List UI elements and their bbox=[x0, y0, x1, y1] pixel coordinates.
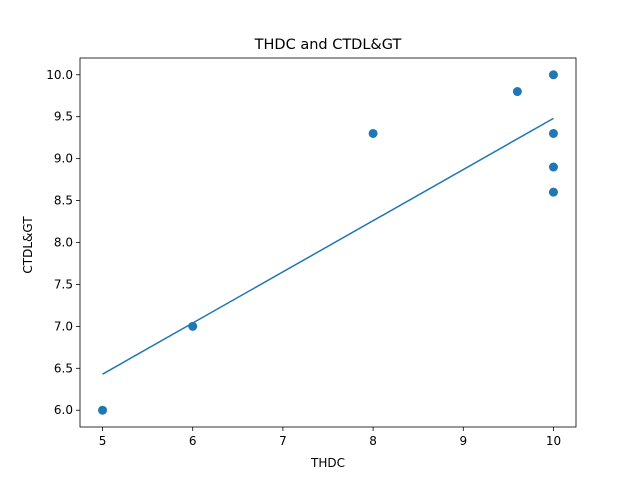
scatter-point-0 bbox=[98, 405, 108, 415]
scatter-point-6 bbox=[548, 162, 558, 172]
x-tick-label-3: 8 bbox=[369, 434, 377, 448]
x-axis-label: THDC bbox=[310, 456, 345, 470]
y-tick-label-8: 10.0 bbox=[46, 68, 73, 82]
scatter-point-2 bbox=[368, 128, 378, 138]
y-tick-label-7: 9.5 bbox=[54, 110, 73, 124]
y-tick-label-4: 8.0 bbox=[54, 236, 73, 250]
y-tick-label-0: 6.0 bbox=[54, 403, 73, 417]
chart-title: THDC and CTDL&GT bbox=[254, 37, 402, 53]
plot-area: 5 6 7 8 9 10 6.0 6.5 7.0 7.5 8.0 8.5 9.0 9.5 10.0 bbox=[46, 57, 577, 448]
x-tick-label-5: 10 bbox=[546, 434, 561, 448]
scatter-point-4 bbox=[548, 70, 558, 80]
scatter-point-7 bbox=[548, 187, 558, 197]
x-tick-label-4: 9 bbox=[459, 434, 467, 448]
x-tick-label-1: 6 bbox=[189, 434, 197, 448]
y-tick-label-5: 8.5 bbox=[54, 194, 73, 208]
y-tick-label-1: 6.5 bbox=[54, 361, 73, 375]
scatter-point-5 bbox=[548, 128, 558, 138]
regression-line bbox=[102, 117, 554, 375]
y-tick-label-3: 7.5 bbox=[54, 277, 73, 291]
y-tick-label-6: 9.0 bbox=[54, 152, 73, 166]
y-tick-label-2: 7.0 bbox=[54, 319, 73, 333]
x-tick-label-0: 5 bbox=[99, 434, 107, 448]
y-axis-label: CTDL&GT bbox=[21, 216, 35, 274]
x-tick-label-2: 7 bbox=[279, 434, 287, 448]
scatter-point-3 bbox=[512, 87, 522, 97]
